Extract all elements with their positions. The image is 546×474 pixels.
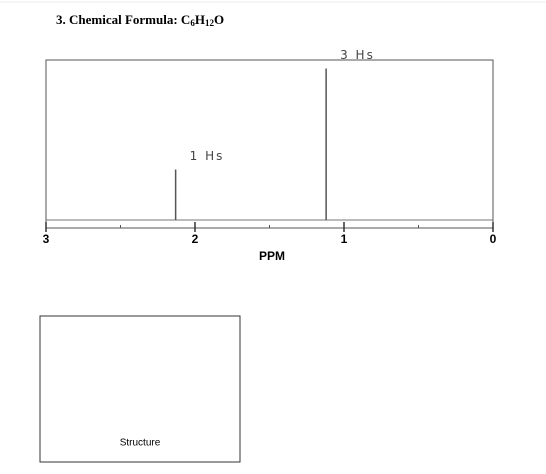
x-tick-label: 1 [341, 232, 348, 246]
x-axis-label: PPM [259, 249, 285, 263]
formula-subscript: 6 [190, 18, 195, 28]
heading: 3. Chemical Formula: C6H12O [56, 12, 224, 28]
formula-subscript: 12 [205, 18, 215, 28]
x-tick-label: 3 [43, 232, 50, 246]
structure-box [39, 315, 241, 463]
x-tick-label: 0 [490, 232, 497, 246]
structure-label: Structure [120, 438, 161, 449]
peak-label: 3 Hs [340, 48, 375, 62]
formula-element: H [195, 12, 205, 27]
x-tick-label: 2 [192, 232, 199, 246]
spectrum-frame [45, 59, 494, 229]
heading-text: 3. Chemical Formula: [56, 12, 181, 27]
peak-label: 1 Hs [190, 149, 225, 163]
formula-element: O [214, 12, 224, 27]
formula-element: C [181, 12, 190, 27]
